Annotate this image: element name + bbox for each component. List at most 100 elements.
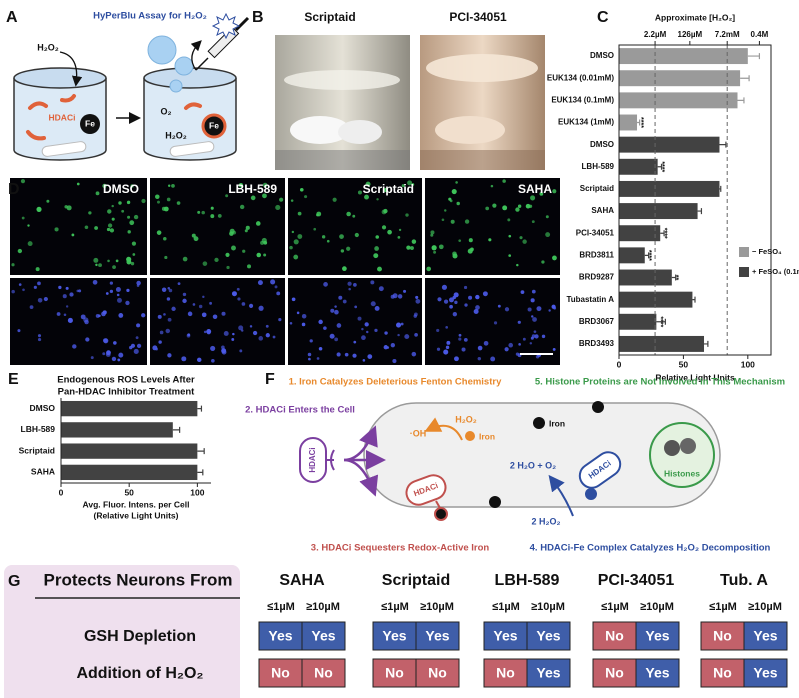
category-label: PCI-34051: [576, 228, 615, 237]
error-bar: [719, 141, 727, 148]
error-bar: [747, 53, 761, 60]
cell-dot: [21, 216, 25, 220]
micrograph-label: LBH-589: [228, 182, 277, 196]
cell-dot: [502, 205, 508, 211]
cell-dot: [531, 334, 536, 338]
cell-dot: [258, 305, 264, 311]
cell-dot: [433, 250, 437, 254]
cell-dot: [313, 227, 317, 231]
cell-value: No: [314, 665, 333, 681]
dose-label: ≤1µM: [601, 601, 629, 613]
cell-value: Yes: [753, 665, 777, 681]
cell-dot: [458, 337, 462, 341]
cell-dot: [438, 244, 444, 250]
cell-dot: [197, 357, 202, 363]
cell-dot: [105, 352, 111, 357]
panel-f-drawing: [299, 401, 721, 521]
cell-dot: [493, 321, 498, 325]
cell-dot: [76, 289, 80, 293]
cell-dot: [130, 261, 135, 266]
cell-dot: [475, 294, 480, 300]
cell-dot: [522, 239, 527, 244]
cell-dot: [392, 358, 397, 364]
cell-dot: [346, 246, 351, 251]
assay-title: HyPerBlu Assay for H₂O₂: [93, 11, 207, 22]
cell-dot: [449, 304, 453, 309]
error-bar: [704, 340, 709, 347]
cell-dot: [329, 333, 335, 339]
category-label: SAHA: [591, 206, 614, 215]
cell-dot: [127, 230, 131, 234]
micrograph: [288, 278, 422, 365]
dose-label: ≥10µM: [420, 601, 454, 613]
cell-dot: [84, 225, 89, 230]
cell-dot: [352, 214, 356, 218]
error-bar: [692, 296, 696, 303]
cell-dot: [270, 279, 276, 285]
cell-dot: [507, 218, 511, 222]
column-header: Scriptaid: [382, 572, 450, 589]
cell-dot: [366, 330, 369, 334]
cell-dot: [255, 221, 261, 226]
category-label: BRD9287: [579, 273, 615, 282]
x-tick-label: 100: [741, 359, 755, 369]
cell-dot: [552, 189, 557, 194]
cell-dot: [237, 297, 241, 301]
cell-dot: [414, 332, 418, 337]
cell-dot: [98, 263, 102, 268]
bar: [619, 335, 705, 352]
molecule-label: H₂O₂: [455, 414, 477, 424]
table-cell: [592, 621, 637, 651]
category-label: BRD3493: [579, 339, 615, 348]
cell-dot: [464, 303, 468, 307]
cell-dot: [37, 281, 41, 286]
cell-dot: [192, 303, 196, 306]
cell-value: No: [271, 665, 290, 681]
cell-dot: [376, 198, 379, 201]
cell-dot: [473, 308, 479, 314]
cell-dot: [209, 301, 212, 305]
cell-dot: [37, 297, 43, 303]
cell-dot: [443, 349, 449, 355]
micrograph: [150, 278, 285, 365]
bar: [619, 291, 693, 308]
category-label: Scriptaid: [19, 445, 55, 455]
cell-dot: [88, 211, 92, 215]
cell-dot: [22, 288, 25, 292]
cell-dot: [406, 245, 411, 250]
cell-dot: [330, 308, 335, 313]
category-label: SAHA: [31, 467, 55, 477]
panel-label: G: [8, 573, 20, 590]
cell-dot: [342, 266, 347, 272]
cell-dot: [118, 201, 122, 205]
cell-dot: [361, 327, 364, 331]
cell-dot: [289, 245, 293, 250]
cell-dot: [275, 204, 281, 211]
cell-dot: [262, 182, 268, 188]
cell-dot: [445, 345, 450, 350]
cell-dot: [166, 297, 171, 301]
cell-dot: [403, 289, 407, 293]
cell-dot: [334, 337, 339, 342]
cell-dot: [383, 187, 388, 193]
cell-dot: [136, 280, 141, 286]
cell-dot: [323, 326, 327, 330]
column-header: PCI-34051: [598, 572, 675, 589]
histones-label: Histones: [664, 468, 700, 478]
cell-dot: [232, 230, 237, 235]
cell-dot: [354, 305, 358, 309]
cell-dot: [159, 330, 164, 335]
cell-dot: [346, 211, 351, 217]
cell-dot: [530, 195, 536, 201]
cell-dot: [397, 294, 403, 299]
bar: [619, 269, 672, 286]
cell-dot: [11, 289, 15, 294]
cell-value: Yes: [493, 628, 517, 644]
significance-label: ****: [658, 161, 665, 172]
cell-dot: [167, 353, 172, 358]
cell-dot: [492, 203, 497, 208]
cell-value: Yes: [753, 628, 777, 644]
cell-dot: [334, 309, 339, 315]
cell-value: Yes: [536, 628, 560, 644]
cell-dot: [117, 297, 122, 303]
